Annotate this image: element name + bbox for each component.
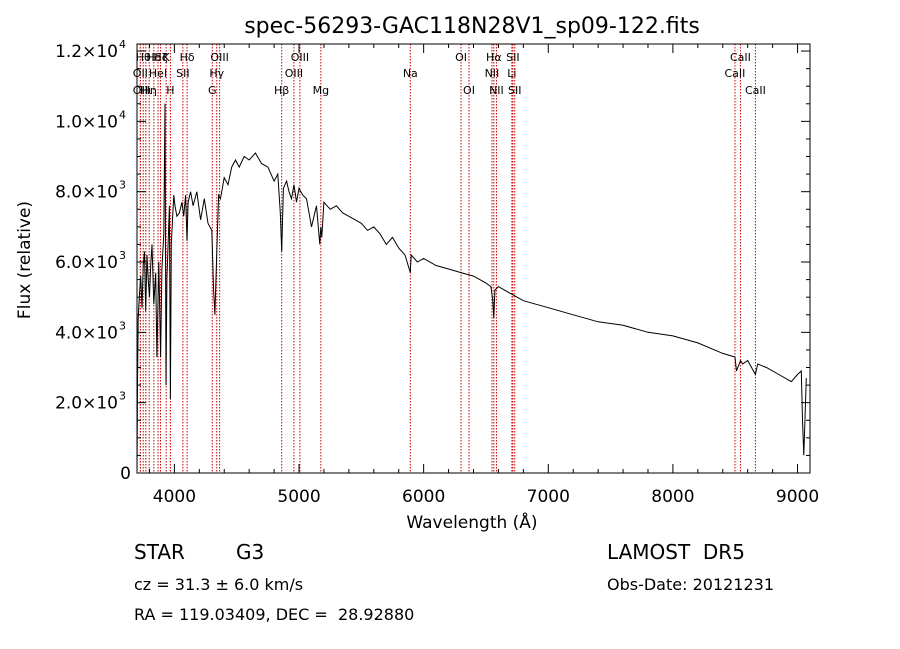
marker-label: Hδ xyxy=(146,51,161,64)
marker-label: HeI xyxy=(149,67,167,80)
marker-label: Hδ xyxy=(180,51,195,64)
coordinates: RA = 119.03409, DEC = 28.92880 xyxy=(134,605,414,624)
marker-label: NII xyxy=(485,67,500,80)
y-tick-label: 8.0×10 xyxy=(55,183,118,203)
x-tick-label: 5000 xyxy=(277,487,320,507)
obs-date: Obs-Date: 20121231 xyxy=(607,575,774,594)
marker-label: OI xyxy=(463,84,475,97)
marker-label: CaII xyxy=(725,67,746,80)
marker-label: G xyxy=(208,84,217,97)
line-markers xyxy=(139,44,756,473)
y-tick-exponent: 3 xyxy=(119,249,126,262)
y-tick-label: 6.0×10 xyxy=(55,253,118,273)
y-tick-label: 1.2×10 xyxy=(55,42,118,62)
marker-label: SII xyxy=(176,67,189,80)
marker-label: Hθ xyxy=(136,51,151,64)
marker-label: OIII xyxy=(285,67,303,80)
marker-label: Na xyxy=(403,67,418,80)
marker-label: Hη xyxy=(142,84,157,97)
plot-frame xyxy=(136,43,811,474)
y-tick-label: 1.0×10 xyxy=(55,112,118,132)
y-tick-exponent: 4 xyxy=(119,38,126,51)
x-axis: 4000 5000 6000 7000 8000 9000 xyxy=(148,44,819,507)
y-tick-label: 4.0×10 xyxy=(55,323,118,343)
object-class: STAR xyxy=(134,540,185,564)
marker-label: OIII xyxy=(291,51,309,64)
marker-label: CaII xyxy=(745,84,766,97)
marker-label: OI xyxy=(455,51,467,64)
y-axis-label: Flux (relative) xyxy=(15,201,35,319)
marker-label: OIII xyxy=(210,51,228,64)
survey-label: LAMOST DR5 xyxy=(607,540,745,564)
marker-label: Li xyxy=(507,67,516,80)
y-tick-exponent: 3 xyxy=(119,390,126,403)
line-marker-labels: OIIOIIHθHιHηHδHeIHζKHSIIHδGHγOIIIHβOIIIO… xyxy=(133,51,766,97)
y-tick-exponent: 3 xyxy=(119,319,126,332)
redshift-line: cz = 31.3 ± 6.0 km/s xyxy=(134,575,303,594)
marker-label: Hα xyxy=(486,51,502,64)
marker-label: Mg xyxy=(313,84,329,97)
spectrum-line xyxy=(136,103,807,474)
y-tick-exponent: 3 xyxy=(119,179,126,192)
chart-title: spec-56293-GAC118N28V1_sp09-122.fits xyxy=(244,14,700,39)
marker-label: K xyxy=(163,51,171,64)
marker-label: NII xyxy=(489,84,504,97)
subclass: G3 xyxy=(236,540,264,564)
x-axis-label: Wavelength (Å) xyxy=(406,511,537,533)
marker-label: Hζ xyxy=(153,51,167,64)
x-tick-label: 6000 xyxy=(402,487,445,507)
x-tick-label: 7000 xyxy=(527,487,570,507)
marker-label: Hι xyxy=(140,84,152,97)
marker-label: Hβ xyxy=(274,84,289,97)
y-tick-exponent: 4 xyxy=(119,108,126,121)
marker-label: Hγ xyxy=(209,67,224,80)
x-tick-label: 9000 xyxy=(776,487,819,507)
marker-label: SII xyxy=(508,84,521,97)
marker-label: CaII xyxy=(730,51,751,64)
marker-label: H xyxy=(166,84,174,97)
x-tick-label: 8000 xyxy=(651,487,694,507)
y-tick-label: 2.0×10 xyxy=(55,394,118,414)
y-axis: 02.0×10 34.0×10 36.0×10 38.0×10 31.0×10 41.2×… xyxy=(55,38,810,484)
y-tick-label: 0 xyxy=(120,464,131,484)
x-tick-label: 4000 xyxy=(153,487,196,507)
marker-label: SII xyxy=(506,51,519,64)
